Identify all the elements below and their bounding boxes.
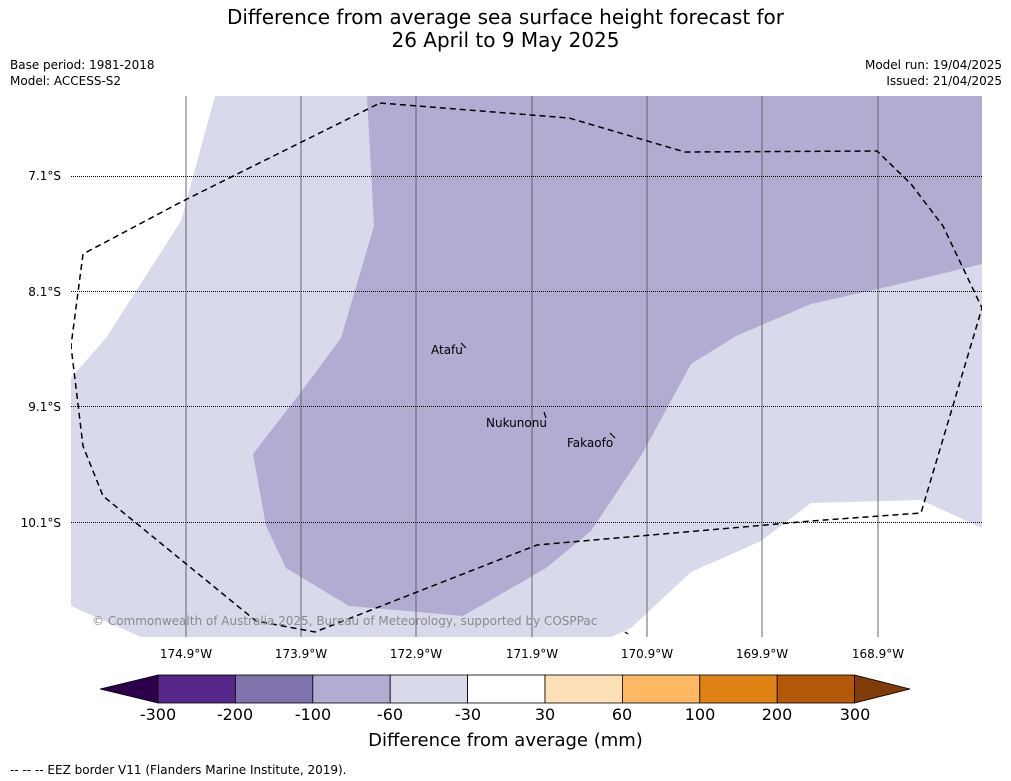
colorbar-swatches xyxy=(100,674,911,704)
sea-level-map xyxy=(71,96,982,637)
lat-label-7-1: 7.1°S xyxy=(28,169,61,183)
issued-date: Issued: 21/04/2025 xyxy=(886,74,1002,88)
colorbar xyxy=(100,674,911,704)
anomaly-region-mid xyxy=(253,96,982,616)
lon-label-169-9: 169.9°W xyxy=(735,647,789,661)
lat-label-8-1: 8.1°S xyxy=(28,285,61,299)
atafu-atoll-mark xyxy=(460,342,467,349)
colorbar-tick-neg300: -300 xyxy=(139,705,177,724)
lon-label-173-9: 173.9°W xyxy=(274,647,328,661)
colorbar-swatch--300-to--200 xyxy=(157,674,236,704)
colorbar-tick-60: 60 xyxy=(611,705,633,724)
nukunonu-atoll-mark xyxy=(543,411,547,419)
colorbar-swatch-60-to-100 xyxy=(622,674,701,704)
title-line-2: 26 April to 9 May 2025 xyxy=(391,28,620,52)
lon-label-172-9: 172.9°W xyxy=(389,647,443,661)
colorbar-swatch-100-to-200 xyxy=(699,674,778,704)
colorbar-swatch-30-to-60 xyxy=(544,674,623,704)
lat-label-9-1: 9.1°S xyxy=(28,400,61,414)
colorbar-swatch--100-to--60 xyxy=(312,674,391,704)
lon-label-174-9: 174.9°W xyxy=(159,647,213,661)
colorbar-swatch--200-to--100 xyxy=(234,674,314,704)
colorbar-tick-30: 30 xyxy=(534,705,556,724)
lat-label-10-1: 10.1°S xyxy=(20,516,61,530)
lon-label-171-9: 171.9°W xyxy=(505,647,559,661)
map-title: Difference from average sea surface heig… xyxy=(0,6,1011,52)
colorbar-swatch-above-300 xyxy=(854,674,911,704)
colorbar-tick-100: 100 xyxy=(684,705,716,724)
model-name: Model: ACCESS-S2 xyxy=(10,74,122,88)
colorbar-tick-neg60: -60 xyxy=(376,705,404,724)
eez-legend-note: -- -- -- EEZ border V11 (Flanders Marine… xyxy=(10,763,347,777)
meta-left: Base period: 1981-2018 Model: ACCESS-S2 xyxy=(10,57,155,89)
colorbar-tick-neg100: -100 xyxy=(294,705,332,724)
colorbar-tick-neg200: -200 xyxy=(216,705,254,724)
eez-border xyxy=(71,102,982,633)
small-island-mark xyxy=(624,631,629,635)
meta-right: Model run: 19/04/2025 Issued: 21/04/2025 xyxy=(865,57,1002,89)
island-marks xyxy=(460,342,629,635)
graticule-meridians xyxy=(185,96,879,637)
lon-label-168-9: 168.9°W xyxy=(851,647,905,661)
fakaofo-atoll-mark xyxy=(609,432,616,439)
place-label-atafu: Atafu xyxy=(431,343,463,357)
base-period: Base period: 1981-2018 xyxy=(10,58,155,72)
colorbar-swatch--60-to--30 xyxy=(389,674,469,704)
model-run: Model run: 19/04/2025 xyxy=(864,58,1002,72)
colorbar-tick-200: 200 xyxy=(761,705,793,724)
colorbar-swatch-200-to-300 xyxy=(776,674,856,704)
copyright-notice: © Commonwealth of Australia 2025, Bureau… xyxy=(92,614,598,628)
colorbar-swatch-below--300 xyxy=(100,674,159,704)
place-label-nukunonu: Nukunonu xyxy=(486,416,547,430)
lon-label-170-9: 170.9°W xyxy=(620,647,674,661)
title-line-1: Difference from average sea surface heig… xyxy=(226,5,785,29)
colorbar-label: Difference from average (mm) xyxy=(368,730,643,751)
colorbar-tick-neg30: -30 xyxy=(454,705,482,724)
place-label-fakaofo: Fakaofo xyxy=(567,436,614,450)
colorbar-swatch--30-to-30 xyxy=(467,674,546,704)
colorbar-tick-300: 300 xyxy=(839,705,871,724)
